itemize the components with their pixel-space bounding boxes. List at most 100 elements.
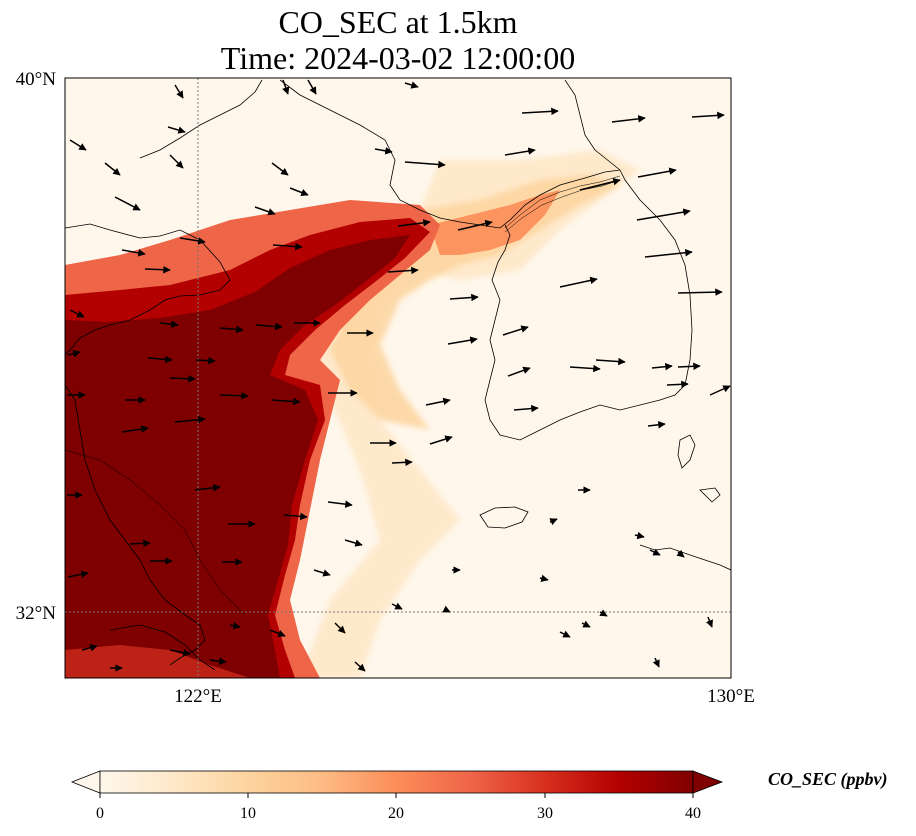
- wind-arrow: [429, 435, 453, 445]
- wind-arrow: [504, 147, 536, 156]
- wind-arrow: [174, 415, 206, 424]
- wind-vectors: [67, 79, 731, 672]
- wind-arrow: [647, 421, 666, 429]
- wind-arrow: [114, 196, 141, 211]
- gridlines: [65, 78, 731, 678]
- wind-arrow: [67, 570, 89, 579]
- wind-arrow: [387, 266, 419, 275]
- tsushima-island: [677, 434, 696, 469]
- colorbar-extend-max: [692, 770, 724, 794]
- coast-korea: [484, 169, 693, 441]
- wind-arrow: [209, 657, 227, 665]
- wind-arrow: [271, 162, 289, 176]
- wind-arrow: [169, 648, 191, 657]
- wind-arrow: [449, 293, 479, 302]
- coast-jiangsu: [65, 384, 206, 666]
- wind-arrow: [502, 325, 529, 336]
- wind-arrow: [159, 320, 179, 328]
- wind-arrow: [255, 322, 283, 331]
- wind-arrow: [636, 208, 691, 221]
- map-panel: [65, 78, 731, 678]
- wind-arrow: [404, 81, 419, 89]
- wind-arrow: [595, 357, 626, 366]
- wind-arrow: [179, 237, 206, 245]
- wind-arrow: [677, 288, 723, 296]
- wind-arrow: [147, 355, 173, 364]
- wind-arrow: [174, 84, 184, 99]
- wind-arrow: [521, 107, 559, 116]
- wind-arrow: [404, 160, 446, 169]
- map-frame: [64, 77, 732, 679]
- wind-arrow: [195, 356, 216, 365]
- wind-arrow: [676, 549, 685, 558]
- wind-arrow: [391, 602, 403, 610]
- colorbar-tick-label-0: 0: [96, 805, 104, 822]
- colorbar-bar: [99, 770, 694, 794]
- colorbar: 0 10 20 30 40: [70, 770, 724, 822]
- co-concentration-field: [65, 150, 640, 678]
- wind-arrow: [169, 154, 184, 169]
- wind-arrow: [283, 512, 308, 521]
- lon-tick-label-130E: 130°E: [707, 686, 755, 707]
- wind-arrow: [289, 187, 309, 197]
- wind-arrow: [559, 630, 571, 638]
- coast-liaodong-west: [139, 79, 263, 159]
- borders: [65, 175, 621, 616]
- wind-arrow: [354, 661, 366, 672]
- wind-arrow: [229, 621, 241, 630]
- wind-arrow: [559, 276, 598, 288]
- wind-arrow: [67, 349, 81, 358]
- wind-arrow: [644, 248, 693, 258]
- wind-arrow: [194, 484, 221, 492]
- colorbar-tick-label-20: 20: [388, 805, 404, 822]
- figure-title-line1: CO_SEC at 1.5km: [278, 4, 518, 40]
- lat-tick-label-32N: 32°N: [16, 603, 57, 624]
- wind-arrow: [677, 362, 701, 371]
- wind-arrow: [425, 397, 451, 406]
- wind-arrow: [104, 162, 121, 176]
- wind-arrow: [69, 139, 87, 151]
- jeju-island: [479, 506, 529, 529]
- wind-arrow: [307, 79, 317, 95]
- border-dmz: [504, 175, 621, 229]
- field-south-patch: [65, 645, 250, 678]
- colorbar-tick-label-10: 10: [240, 805, 256, 822]
- wind-arrow: [709, 385, 731, 396]
- field-high: [430, 190, 560, 255]
- wind-arrow: [282, 79, 290, 95]
- colorbar-title: CO_SEC (ppbv): [768, 769, 888, 789]
- wind-arrow: [691, 111, 725, 120]
- colorbar-ticks: [99, 793, 694, 798]
- wind-arrow: [569, 364, 601, 373]
- wind-arrow: [334, 622, 346, 634]
- colorbar-extend-min: [70, 770, 101, 794]
- wind-arrow: [69, 309, 85, 318]
- wind-arrow: [219, 325, 244, 334]
- wind-arrow: [599, 609, 608, 617]
- colorbar-tick-label-30: 30: [537, 805, 553, 822]
- wind-arrow: [706, 616, 713, 628]
- wind-arrow: [581, 620, 591, 628]
- wind-arrow: [652, 657, 660, 668]
- wind-arrow: [219, 392, 249, 400]
- colorbar-tick-label-40: 40: [685, 805, 701, 822]
- wind-arrow: [549, 518, 558, 526]
- wind-arrow: [374, 147, 393, 155]
- wind-arrow: [649, 548, 661, 556]
- wind-arrow: [129, 539, 151, 548]
- wind-arrow: [634, 531, 645, 540]
- wind-arrow: [269, 629, 286, 637]
- wind-arrow: [81, 644, 98, 652]
- wind-arrow: [313, 569, 331, 577]
- wind-arrow: [539, 574, 549, 583]
- wind-arrow: [507, 366, 531, 377]
- lon-tick-label-122E: 122°E: [174, 686, 222, 707]
- wind-arrow: [447, 336, 478, 345]
- wind-arrow: [637, 167, 677, 178]
- wind-arrow: [391, 458, 413, 467]
- coast-liaoning-north-korea: [279, 79, 621, 229]
- province-border: [65, 449, 246, 616]
- wind-arrow: [344, 539, 363, 547]
- figure-title-line2: Time: 2024-03-02 12:00:00: [220, 40, 576, 76]
